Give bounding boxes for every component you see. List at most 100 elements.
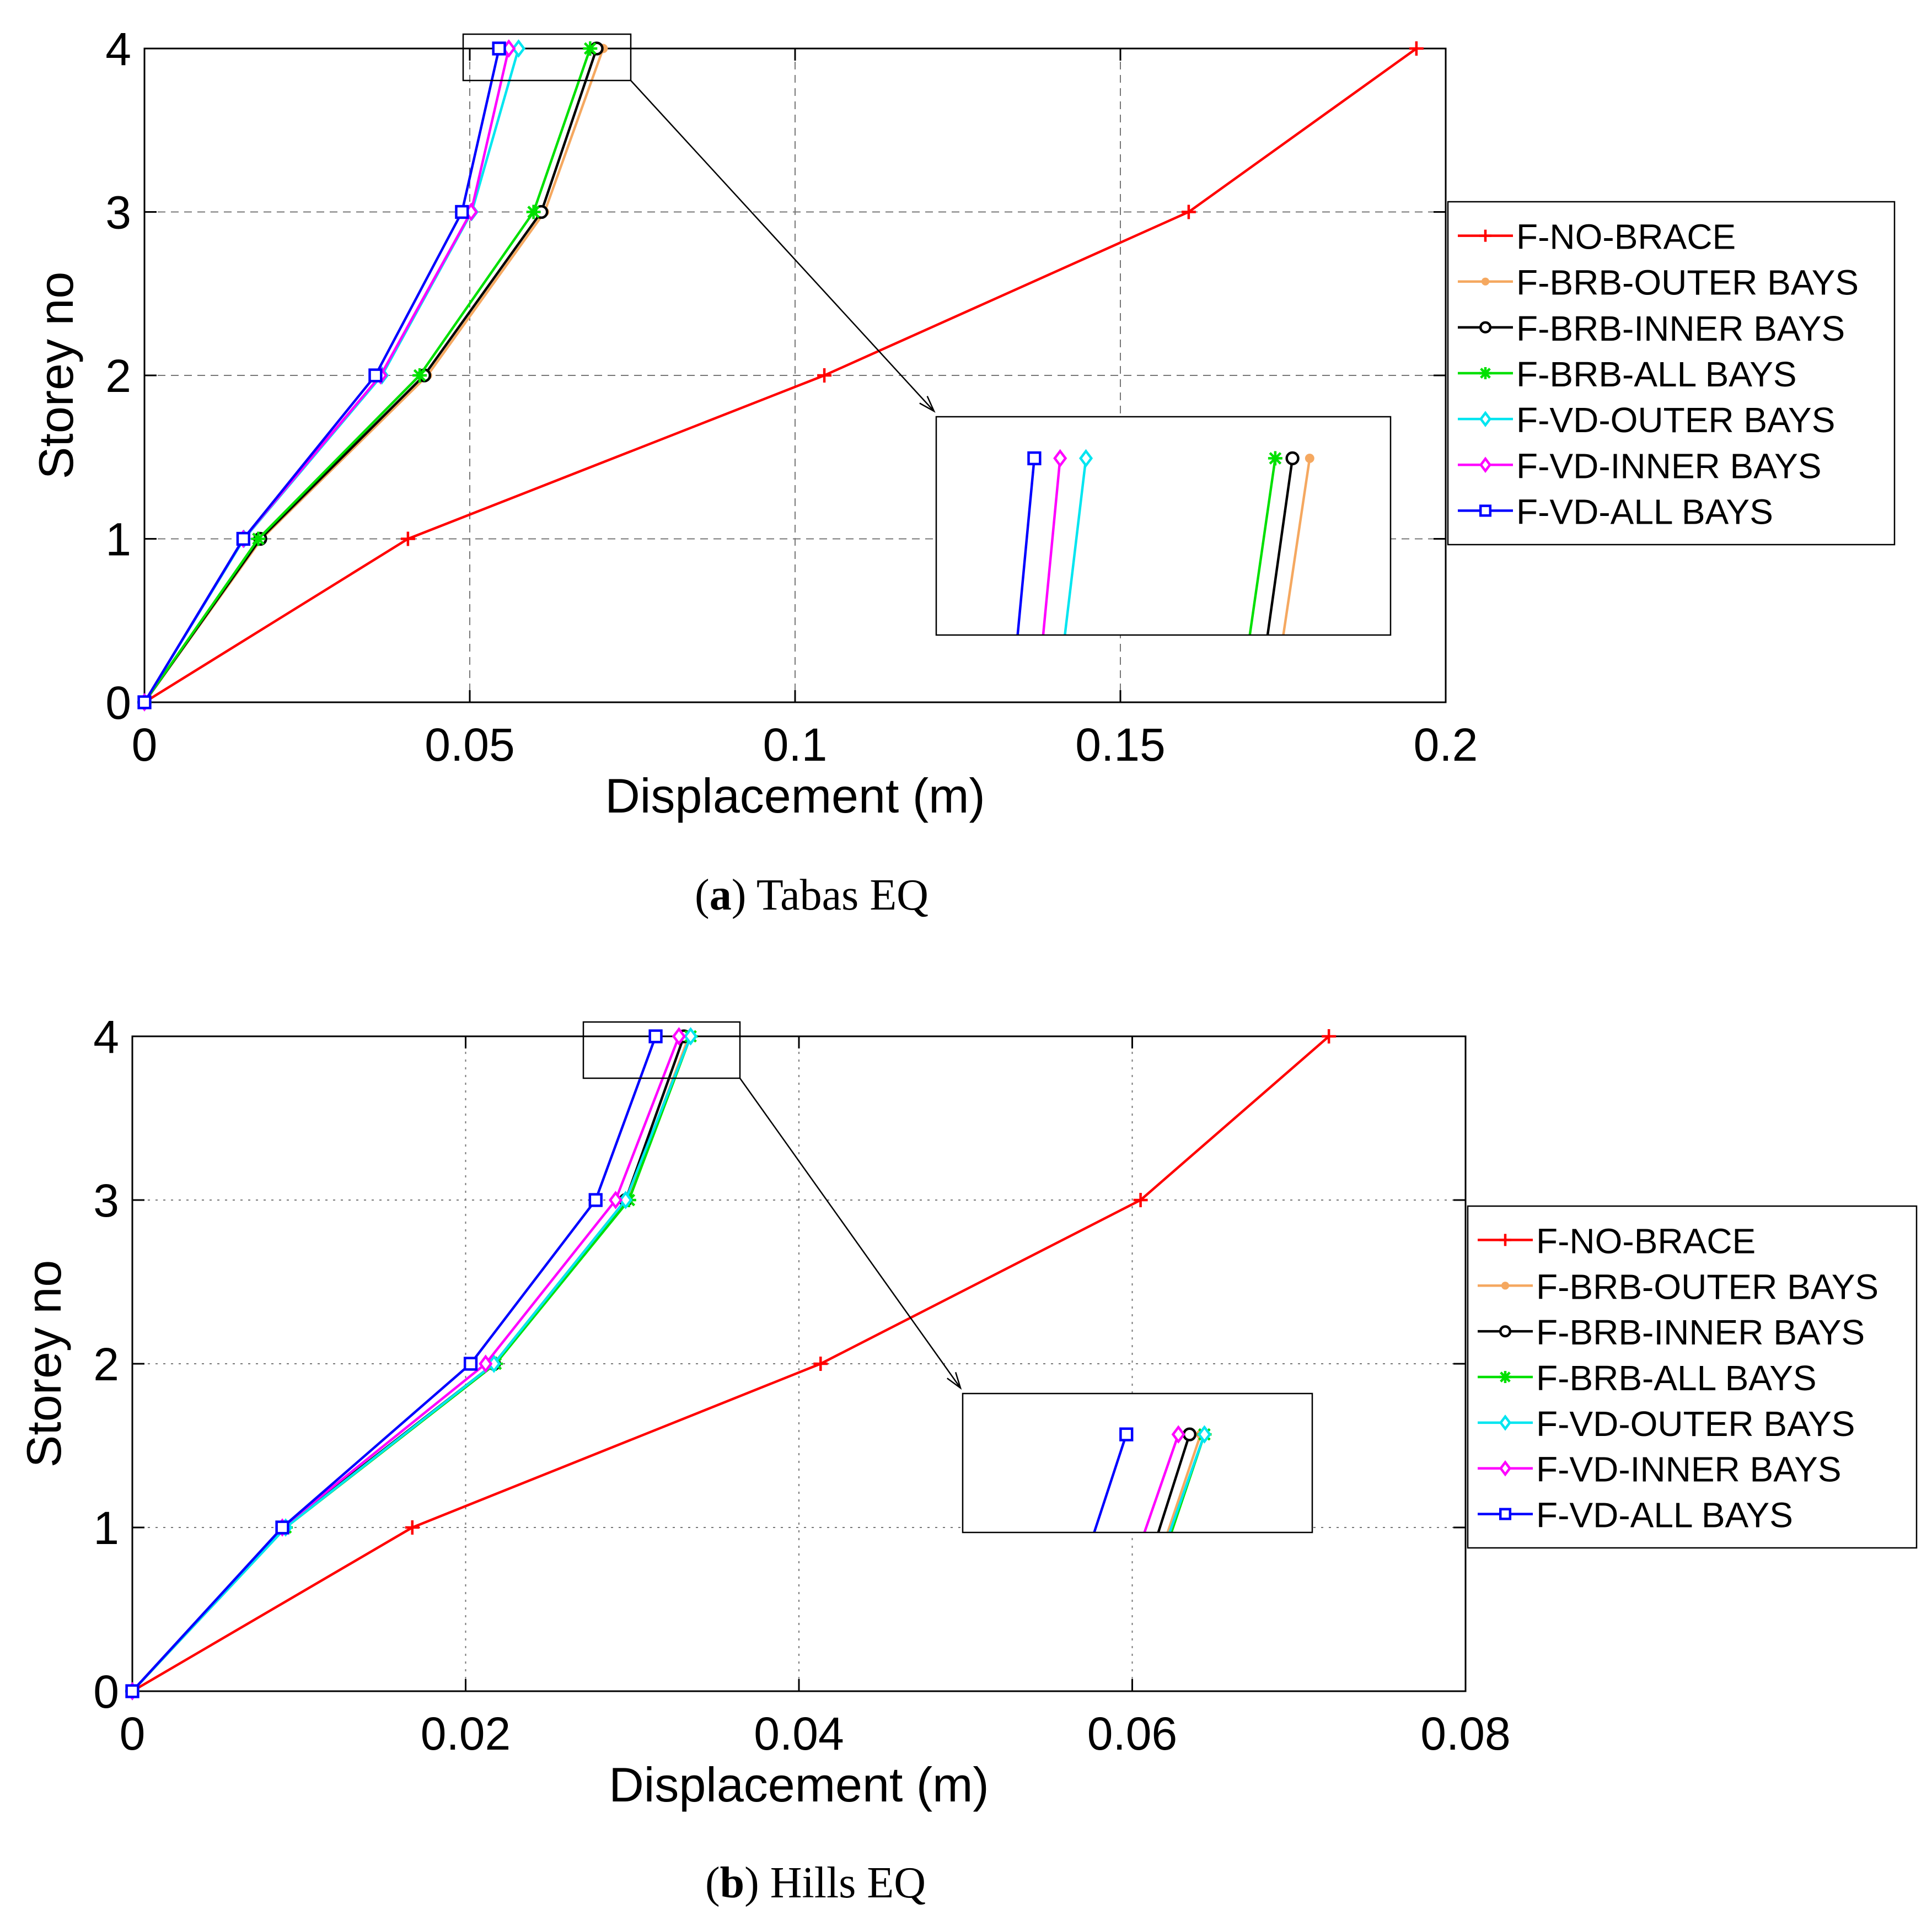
y-axis-label: Storey no xyxy=(17,1260,71,1468)
inset-frame xyxy=(962,1392,1313,1534)
inset-series-line xyxy=(1157,1434,1191,1532)
legend-entry-f-vd-outer-bays: F-VD-OUTER BAYS xyxy=(1458,400,1835,440)
y-tick-label: 2 xyxy=(93,1338,119,1390)
inset-series-f-vd-all-bays xyxy=(1016,451,1042,635)
legend-label: F-BRB-OUTER BAYS xyxy=(1536,1267,1879,1306)
inset-data-point xyxy=(1078,449,1093,468)
y-tick-label: 1 xyxy=(105,514,131,566)
legend-box xyxy=(1467,1205,1918,1549)
inset-series-f-brb-inner-bays xyxy=(1266,451,1300,635)
legend-entry-f-brb-inner-bays: F-BRB-INNER BAYS xyxy=(1458,309,1845,348)
inset-series-line xyxy=(1093,1434,1128,1532)
y-tick-label: 1 xyxy=(93,1502,119,1554)
x-tick-label: 0.05 xyxy=(425,719,515,771)
legend-swatch-marker xyxy=(1499,1414,1512,1431)
legend-label: F-VD-OUTER BAYS xyxy=(1516,400,1835,440)
data-point xyxy=(1181,205,1196,219)
data-point xyxy=(1409,41,1424,56)
subfigure-caption: (a) Tabas EQ xyxy=(695,871,929,919)
data-point xyxy=(619,1191,633,1209)
legend-entry-f-vd-outer-bays: F-VD-OUTER BAYS xyxy=(1478,1404,1855,1444)
legend-entry-f-no-brace: F-NO-BRACE xyxy=(1478,1221,1756,1261)
legend-swatch-marker xyxy=(1481,277,1490,286)
data-point xyxy=(251,531,266,546)
inset-data-point xyxy=(1171,1425,1185,1444)
x-tick-label: 0 xyxy=(120,1708,146,1760)
series-f-vd-all-bays xyxy=(137,41,506,709)
inset-series-f-vd-outer-bays xyxy=(1064,449,1093,635)
data-point xyxy=(608,1191,623,1209)
y-tick-label: 3 xyxy=(105,187,131,239)
legend-label: F-VD-INNER BAYS xyxy=(1516,446,1822,486)
zoom-box xyxy=(462,33,632,82)
inset-series-line xyxy=(1248,458,1277,635)
legend-label: F-BRB-INNER BAYS xyxy=(1516,309,1845,348)
legend-label: F-BRB-OUTER BAYS xyxy=(1516,263,1859,303)
inset-series-line xyxy=(1016,458,1036,635)
legend-label: F-BRB-ALL BAYS xyxy=(1536,1358,1817,1398)
inset-data-point xyxy=(1119,1427,1134,1441)
data-point xyxy=(405,1520,420,1535)
legend: F-NO-BRACE F-BRB-OUTER BAYS F-BRB-INNER BA… xyxy=(1447,201,1896,546)
y-tick-label: 3 xyxy=(93,1175,119,1227)
caption-close-paren: ) xyxy=(744,1859,759,1907)
legend-swatch-marker xyxy=(1499,1371,1511,1383)
data-point xyxy=(588,1193,603,1207)
legend-label: F-NO-BRACE xyxy=(1536,1221,1756,1261)
inset-series-f-brb-outer-bays xyxy=(1282,453,1314,635)
inset-series-line xyxy=(1042,458,1061,635)
inset-data-point xyxy=(1197,1425,1211,1444)
y-tick-label: 4 xyxy=(105,23,131,75)
zoom-arrow-line xyxy=(739,1078,962,1389)
inset-bg xyxy=(936,417,1391,635)
y-tick-label: 2 xyxy=(105,350,131,402)
data-point xyxy=(412,368,427,383)
data-point xyxy=(1322,1029,1337,1043)
x-axis-label: Displacement (m) xyxy=(609,1757,989,1812)
caption-title: Tabas EQ xyxy=(746,871,929,919)
inset-data-point xyxy=(1285,451,1300,466)
legend-label: F-VD-ALL BAYS xyxy=(1516,492,1773,531)
subfigure-caption: (b) Hills EQ xyxy=(705,1859,926,1907)
legend-label: F-VD-INNER BAYS xyxy=(1536,1450,1842,1489)
y-tick-label: 0 xyxy=(93,1666,119,1718)
legend-entry-f-vd-all-bays: F-VD-ALL BAYS xyxy=(1458,492,1773,531)
series-f-vd-all-bays xyxy=(125,1029,663,1698)
x-tick-label: 0.06 xyxy=(1087,1708,1178,1760)
inset-data-point xyxy=(1027,451,1042,466)
y-tick-label: 4 xyxy=(93,1011,119,1063)
inset-series-line xyxy=(1168,1434,1206,1532)
legend-label: F-VD-ALL BAYS xyxy=(1536,1496,1793,1535)
zoom-arrow-line xyxy=(630,80,935,412)
x-tick-label: 0.08 xyxy=(1420,1708,1511,1760)
x-tick-label: 0.04 xyxy=(754,1708,844,1760)
series-f-no-brace xyxy=(125,1029,1337,1698)
inset-series-line xyxy=(1064,458,1087,635)
caption-title: Hills EQ xyxy=(759,1859,926,1907)
data-point xyxy=(492,41,506,56)
legend-entry-f-no-brace: F-NO-BRACE xyxy=(1458,217,1736,257)
data-point xyxy=(1133,1193,1148,1207)
legend-entry-f-vd-inner-bays: F-VD-INNER BAYS xyxy=(1478,1450,1842,1489)
inset-series-f-vd-all-bays xyxy=(1093,1427,1134,1532)
zoom-box xyxy=(582,1021,741,1079)
caption-letter: b xyxy=(720,1859,745,1907)
inset-content xyxy=(1016,449,1314,635)
zoom-arrow-head xyxy=(947,1371,962,1390)
caption-open-paren: ( xyxy=(695,871,710,919)
x-tick-label: 0.02 xyxy=(421,1708,511,1760)
legend-entry-f-brb-outer-bays: F-BRB-OUTER BAYS xyxy=(1478,1267,1879,1306)
legend-entry-f-brb-outer-bays: F-BRB-OUTER BAYS xyxy=(1458,263,1859,303)
series-f-no-brace xyxy=(137,41,1424,709)
inset-frame xyxy=(935,416,1392,636)
inset-series-f-vd-inner-bays xyxy=(1143,1425,1185,1532)
inset-series-line xyxy=(1266,458,1294,635)
legend-swatch-marker xyxy=(1499,1234,1511,1246)
chart-1: 0 0.05 0.1 0.15 0.2 0 1 2 3 4 Displacement (m) Stor… xyxy=(29,23,1896,919)
data-point xyxy=(479,1354,493,1373)
legend: F-NO-BRACE F-BRB-OUTER BAYS F-BRB-INNER BA… xyxy=(1467,1205,1918,1549)
x-tick-label: 0 xyxy=(132,719,158,771)
caption-open-paren: ( xyxy=(705,1859,720,1907)
caption-letter: a xyxy=(710,871,732,919)
